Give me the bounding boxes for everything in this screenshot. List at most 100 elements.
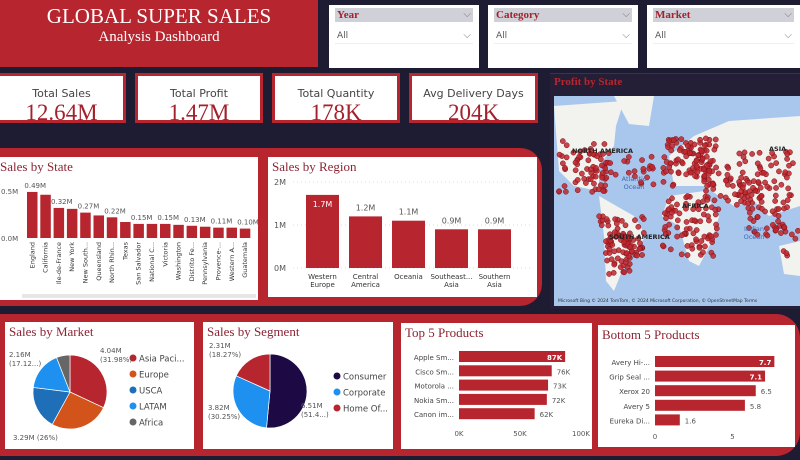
profit-marker xyxy=(644,174,650,181)
x-tick-label: North Rhin... xyxy=(108,242,116,283)
pie-slice-2[interactable] xyxy=(235,353,271,392)
pie-slice-0[interactable] xyxy=(266,353,308,429)
profit-marker xyxy=(627,235,633,242)
bar-2 xyxy=(53,207,65,238)
horizontal-scrollbar[interactable] xyxy=(22,294,256,298)
data-label: 0.15M xyxy=(131,214,153,222)
market-dropdown[interactable]: All ⌵ xyxy=(653,28,794,44)
profit-marker xyxy=(599,170,606,176)
bar-4[interactable] xyxy=(459,408,535,420)
profit-marker xyxy=(627,244,633,250)
x-tick-label: Southern Asia xyxy=(479,273,511,289)
profit-marker xyxy=(689,245,696,252)
profit-marker xyxy=(590,151,597,157)
data-label: 0.27M xyxy=(78,203,100,211)
bottom-5-products-chart: 0 5 Avery Hi-... 7.7 Grip Seal ... 7.1 Xerox 2… xyxy=(609,356,775,441)
kpi-label: Total Quantity xyxy=(297,87,375,100)
profit-marker xyxy=(695,199,702,205)
year-slicer[interactable]: Year ⌵ All ⌵ xyxy=(329,5,479,68)
pie-slice-2[interactable] xyxy=(32,387,71,425)
profit-marker xyxy=(561,183,568,189)
year-dropdown[interactable]: All ⌵ xyxy=(335,28,473,44)
chevron-down-icon[interactable]: ⌵ xyxy=(784,9,792,20)
bar-6 xyxy=(106,217,118,238)
pie-slice-1[interactable] xyxy=(232,375,271,429)
kpi-value: 204K xyxy=(447,100,500,125)
profit-marker xyxy=(706,168,713,174)
chevron-down-icon[interactable]: ⌵ xyxy=(622,9,630,20)
y-tick-label: Grip Seal ... xyxy=(609,374,650,382)
sales-by-market-card: Sales by Market Asia Paci... 4.04M (31.98%… xyxy=(5,322,194,449)
pie-slice-4[interactable] xyxy=(56,354,71,393)
profit-marker xyxy=(749,151,755,157)
profit-marker xyxy=(606,271,612,277)
profit-marker xyxy=(742,158,749,165)
bar-3[interactable] xyxy=(459,393,547,405)
kpi-value: 1.47M xyxy=(168,100,230,125)
profit-marker xyxy=(792,235,799,242)
x-tick-label: Queensland xyxy=(95,242,103,281)
x-tick-label: 50K xyxy=(513,430,527,438)
profit-marker xyxy=(750,178,757,185)
north-america-land xyxy=(554,101,624,191)
profit-marker xyxy=(670,137,677,143)
profit-marker xyxy=(693,236,699,243)
category-slicer[interactable]: Category ⌵ All ⌵ xyxy=(488,5,638,68)
bar-3[interactable] xyxy=(655,399,745,411)
profit-marker xyxy=(596,213,603,220)
profit-marker xyxy=(725,165,732,171)
data-label: 3.29M (26%) xyxy=(13,434,58,442)
profit-marker xyxy=(771,178,778,185)
x-tick-label: Western Europe xyxy=(308,273,337,289)
bar-0[interactable] xyxy=(655,356,775,367)
profit-marker xyxy=(605,150,612,156)
profit-marker xyxy=(668,168,674,175)
bar-2[interactable] xyxy=(655,385,756,397)
profit-marker xyxy=(614,255,621,262)
profit-marker xyxy=(772,198,778,204)
sales-by-segment-card: Sales by Segment Consumer 6.51M (51.4...) C… xyxy=(203,322,393,449)
profit-marker xyxy=(622,222,629,229)
profit-marker xyxy=(563,142,570,149)
pie-slice-0[interactable] xyxy=(69,354,108,409)
data-label: 2.31M (18.27%) xyxy=(209,342,241,359)
profit-marker xyxy=(683,226,690,232)
kpi-total-profit: Total Profit 1.47M xyxy=(135,73,263,125)
profit-marker xyxy=(784,204,790,211)
profit-marker xyxy=(700,166,707,173)
profit-marker xyxy=(662,224,669,230)
bar-4[interactable] xyxy=(655,414,680,426)
bar-1[interactable] xyxy=(459,365,552,377)
bar-0[interactable] xyxy=(459,351,566,362)
kpi-avg-delivery-days: Avg Delivery Days 204K xyxy=(409,73,538,125)
chart-title: Sales by Region xyxy=(272,159,357,174)
profit-marker xyxy=(727,175,734,182)
profit-marker xyxy=(789,231,795,238)
market-slicer[interactable]: Market ⌵ All ⌵ xyxy=(647,5,800,68)
data-label: 7.1 xyxy=(750,374,763,382)
y-tick-label: Canon im... xyxy=(414,411,454,419)
bar-2[interactable] xyxy=(459,379,549,391)
chevron-down-icon[interactable]: ⌵ xyxy=(463,9,471,20)
data-label: 3.82M (30.25%) xyxy=(208,404,240,421)
category-dropdown[interactable]: All ⌵ xyxy=(494,28,632,44)
bar-1[interactable] xyxy=(655,370,766,382)
world-map[interactable]: NORTH AMERICA SOUTH AMERICA AFRICA ASIA Atla… xyxy=(554,96,800,306)
y-tick-label: Cisco Sm... xyxy=(415,368,454,376)
profit-marker xyxy=(690,206,697,212)
profit-marker xyxy=(784,174,790,181)
profit-marker xyxy=(738,174,745,181)
profit-marker xyxy=(707,158,714,165)
profit-marker xyxy=(598,222,605,229)
profit-marker xyxy=(701,233,708,240)
legend-label: Corporate xyxy=(343,389,386,399)
profit-marker xyxy=(785,185,792,192)
data-label: 87K xyxy=(547,354,563,362)
profit-marker xyxy=(669,209,675,216)
profit-marker xyxy=(746,209,753,216)
bar-11 xyxy=(173,224,184,238)
y-tick-label: 0M xyxy=(274,264,286,273)
bottom-5-products-card: Bottom 5 Products 0 5 Avery Hi-... 7.7 Grip … xyxy=(598,325,795,447)
profit-marker xyxy=(708,204,715,211)
data-label: 2.16M (17.12...) xyxy=(9,351,41,368)
